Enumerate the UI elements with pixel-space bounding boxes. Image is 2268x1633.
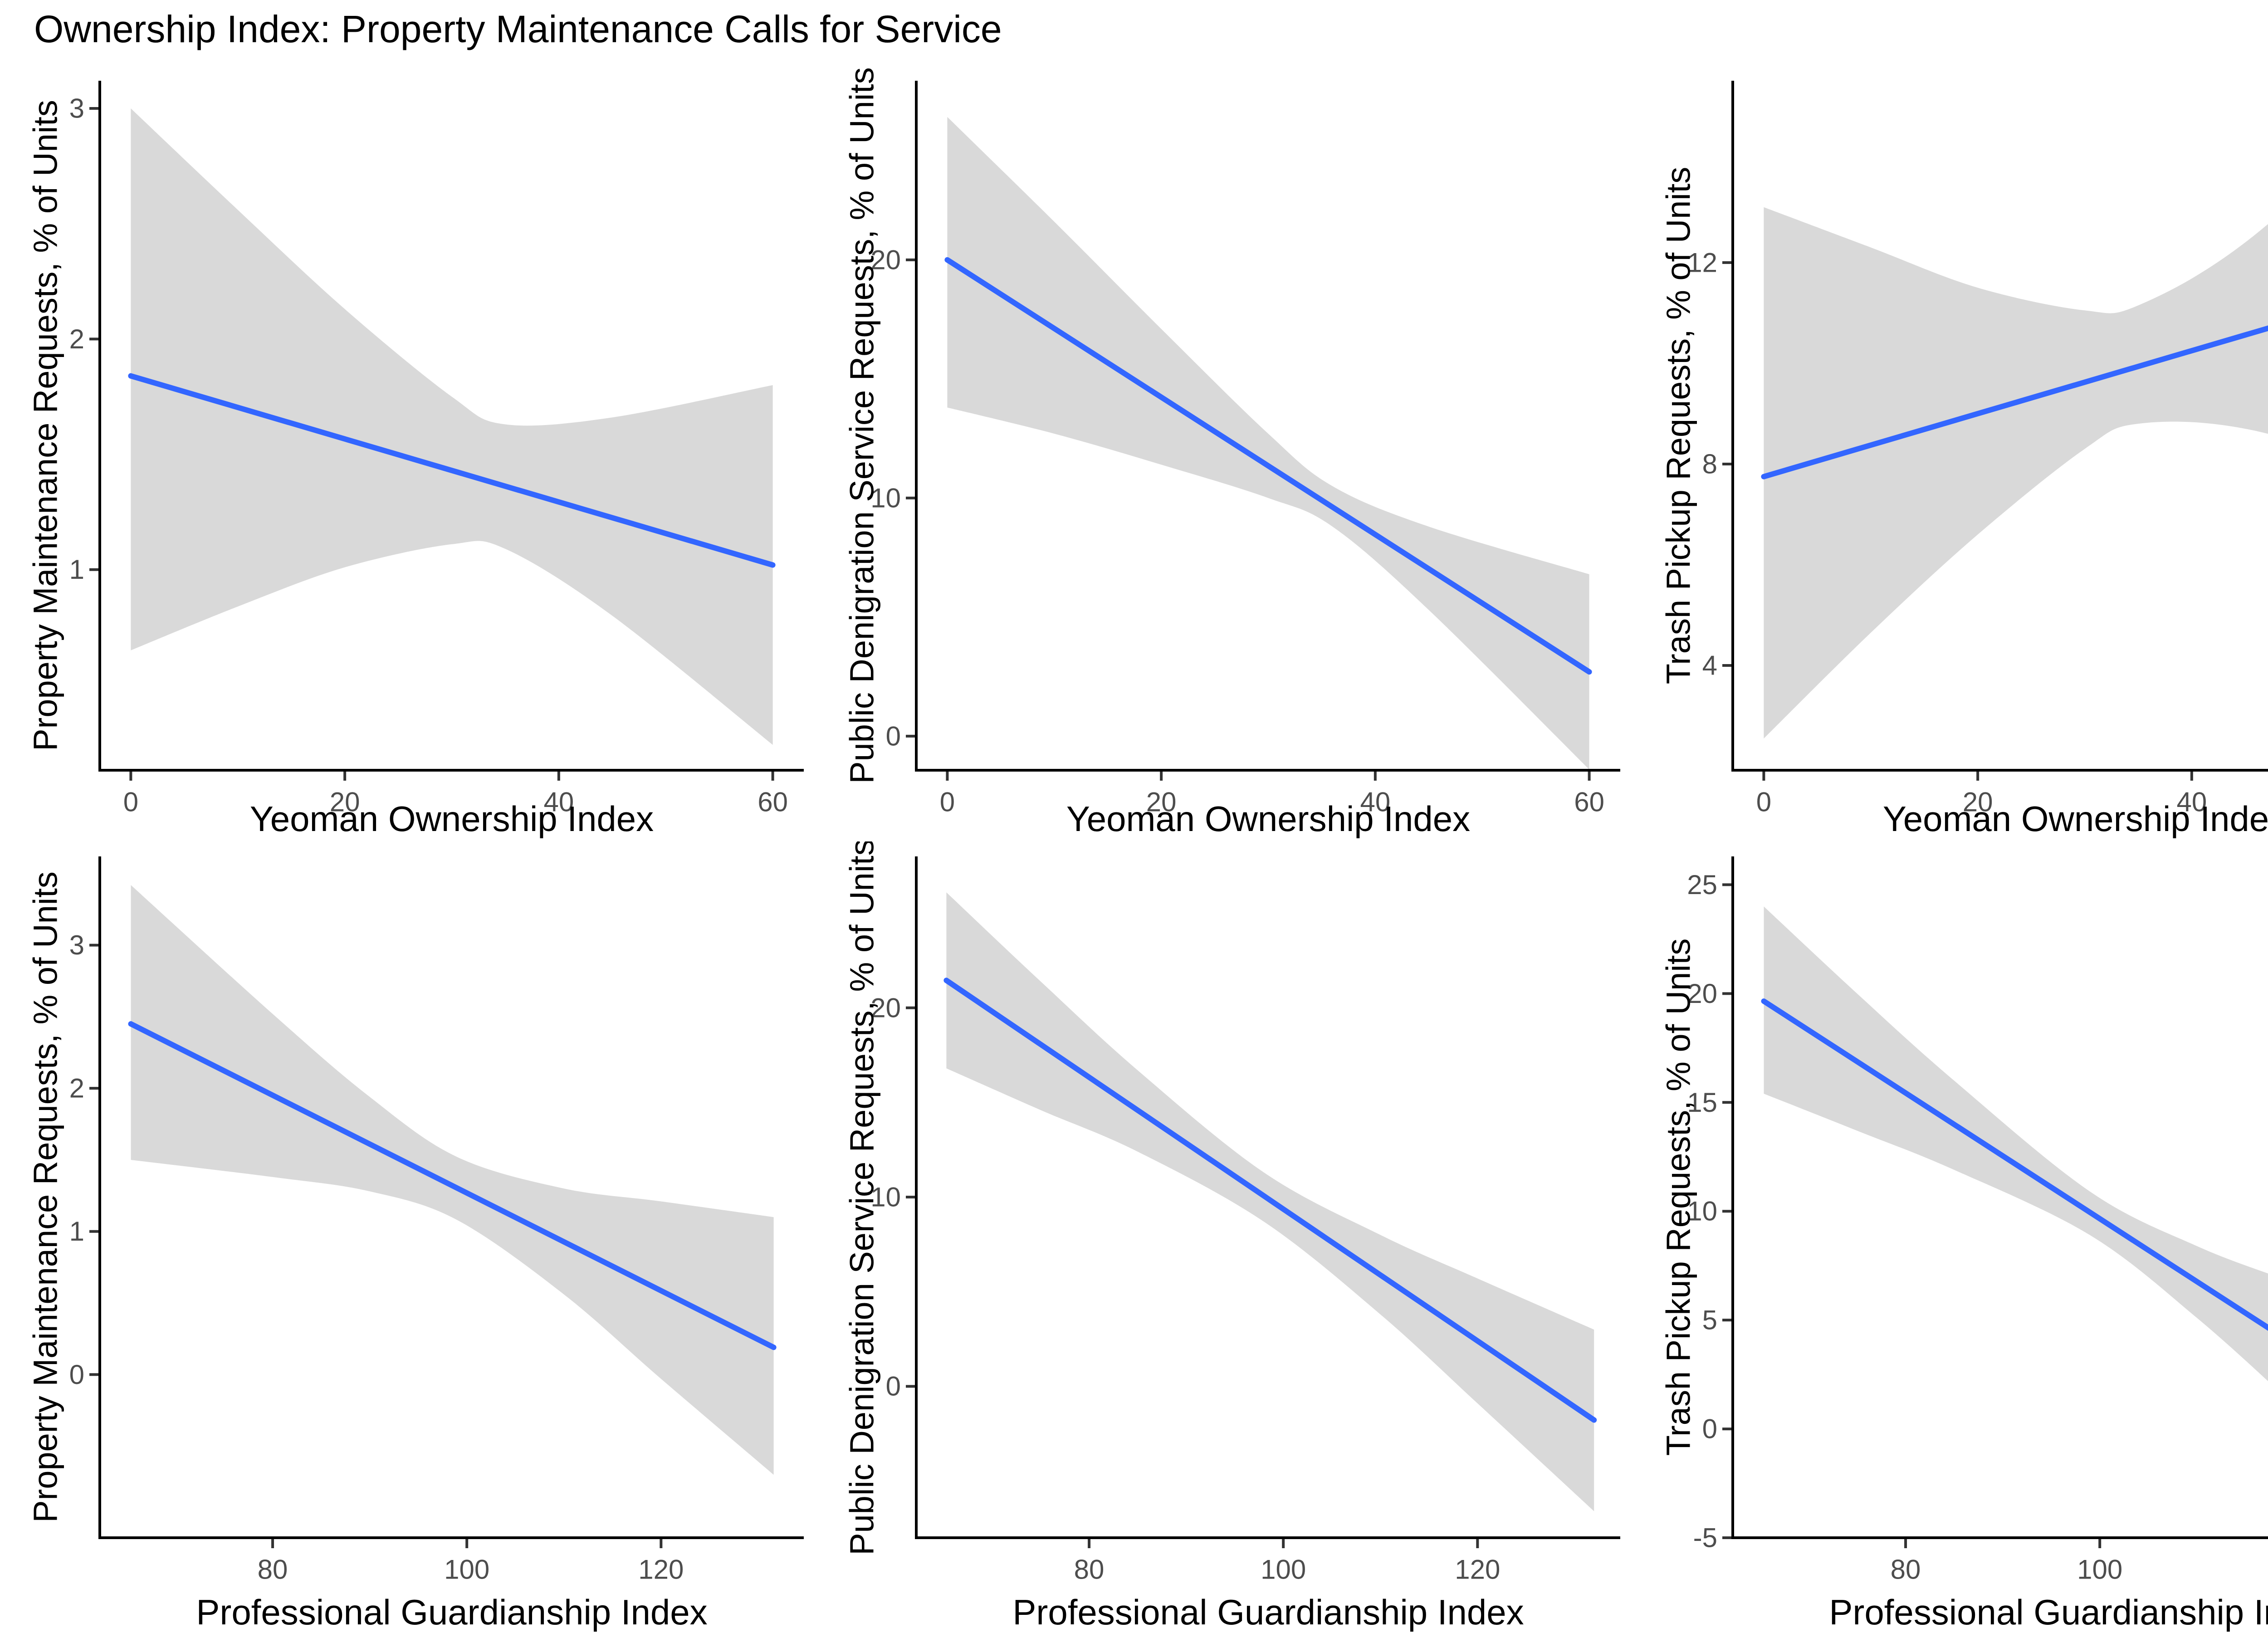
x-tick-label: 120 xyxy=(1455,1555,1500,1585)
y-tick-label: 20 xyxy=(870,244,901,275)
y-tick-label: 0 xyxy=(1702,1414,1717,1444)
subplot-guardianship-public-denigration: 80 100 120 0 10 20 Professional Guardianship I… xyxy=(843,841,1620,1632)
y-tick-label: 15 xyxy=(1687,1087,1717,1118)
y-tick-label: 5 xyxy=(1702,1305,1717,1335)
trend-line xyxy=(128,373,776,568)
y-tick-label: 1 xyxy=(69,1216,84,1247)
y-tick-label: -5 xyxy=(1693,1523,1717,1553)
x-tick-label: 0 xyxy=(940,787,955,817)
y-tick-label: 0 xyxy=(886,1371,901,1402)
x-tick-label: 80 xyxy=(1891,1555,1921,1585)
y-tick-label: 10 xyxy=(870,1182,901,1213)
x-tick-label: 20 xyxy=(1146,787,1177,817)
y-tick-label: 10 xyxy=(1687,1196,1717,1227)
x-axis-title: Professional Guardianship Index xyxy=(196,1592,707,1632)
x-tick-label: 100 xyxy=(1261,1555,1306,1585)
y-axis-title: Trash Pickup Requests, % of Units xyxy=(1660,167,1697,684)
trend-line xyxy=(944,257,1592,675)
x-axis-title: Yeoman Ownership Index xyxy=(1883,799,2268,839)
x-axis-title: Yeoman Ownership Index xyxy=(250,799,654,839)
y-tick-label: 8 xyxy=(1702,449,1717,479)
x-tick-label: 60 xyxy=(758,787,788,817)
x-axis-title: Professional Guardianship Index xyxy=(1829,1592,2268,1632)
y-tick-label: 20 xyxy=(870,993,901,1023)
y-axis-title: Property Maintenance Requests, % of Unit… xyxy=(27,100,64,751)
subplot-yeoman-property-maintenance: 0 20 40 60 1 2 3 Yeoman Ownership Index Property… xyxy=(27,81,804,839)
x-axis-title: Professional Guardianship Index xyxy=(1012,1592,1524,1632)
trend-line xyxy=(1761,998,2268,1331)
y-axis-title: Property Maintenance Requests, % of Unit… xyxy=(27,871,64,1522)
y-axis-title: Trash Pickup Requests, % of Units xyxy=(1660,939,1697,1456)
chart-title: Ownership Index: Property Maintenance Ca… xyxy=(34,8,1002,50)
y-tick-label: 3 xyxy=(69,930,84,960)
panel-guardianship-public-denigration: 80 100 120 0 10 20 Professional Guardianship I… xyxy=(816,841,1633,1633)
y-axis-title: Public Denigration Service Requests, % o… xyxy=(843,67,881,783)
y-tick-label: 20 xyxy=(1687,978,1717,1009)
x-tick-label: 100 xyxy=(444,1555,489,1585)
y-tick-label: 1 xyxy=(69,554,84,585)
confidence-band xyxy=(131,108,773,745)
x-tick-label: 0 xyxy=(1756,787,1771,817)
y-tick-label: 12 xyxy=(1687,247,1717,278)
panel-guardianship-property-maintenance: 80 100 120 0 1 2 3 Professional Guardianship In… xyxy=(0,841,816,1633)
y-tick-label: 4 xyxy=(1702,650,1717,681)
y-axis-title: Public Denigration Service Requests, % o… xyxy=(843,841,881,1555)
x-tick-label: 0 xyxy=(123,787,138,817)
x-tick-label: 100 xyxy=(2077,1555,2122,1585)
subplot-guardianship-property-maintenance: 80 100 120 0 1 2 3 Professional Guardianship In… xyxy=(27,856,804,1632)
x-tick-label: 40 xyxy=(2176,787,2207,817)
x-tick-label: 40 xyxy=(543,787,574,817)
trend-line xyxy=(128,1021,777,1350)
y-tick-label: 0 xyxy=(886,721,901,751)
y-tick-label: 10 xyxy=(870,483,901,513)
y-tick-label: 2 xyxy=(69,324,84,354)
x-tick-label: 40 xyxy=(1360,787,1390,817)
y-tick-label: 25 xyxy=(1687,870,1717,900)
confidence-band xyxy=(1764,207,2268,739)
trend-line xyxy=(1761,325,2268,479)
panel-yeoman-property-maintenance: 0 20 40 60 1 2 3 Yeoman Ownership Index Property… xyxy=(0,50,816,841)
confidence-band xyxy=(1764,906,2268,1381)
x-tick-label: 60 xyxy=(1574,787,1604,817)
x-axis-title: Yeoman Ownership Index xyxy=(1066,799,1470,839)
panel-yeoman-public-denigration: 0 20 40 60 0 10 20 Yeoman Ownership Index Public… xyxy=(816,50,1633,841)
y-tick-label: 0 xyxy=(69,1359,84,1390)
confidence-band xyxy=(947,117,1589,770)
x-tick-label: 120 xyxy=(638,1555,684,1585)
y-tick-label: 2 xyxy=(69,1073,84,1104)
x-tick-label: 80 xyxy=(258,1555,288,1585)
x-tick-label: 20 xyxy=(1963,787,1993,817)
y-tick-label: 3 xyxy=(69,93,84,124)
x-tick-label: 20 xyxy=(330,787,360,817)
x-tick-label: 80 xyxy=(1074,1555,1105,1585)
trend-line xyxy=(943,978,1597,1423)
confidence-band xyxy=(131,885,774,1475)
